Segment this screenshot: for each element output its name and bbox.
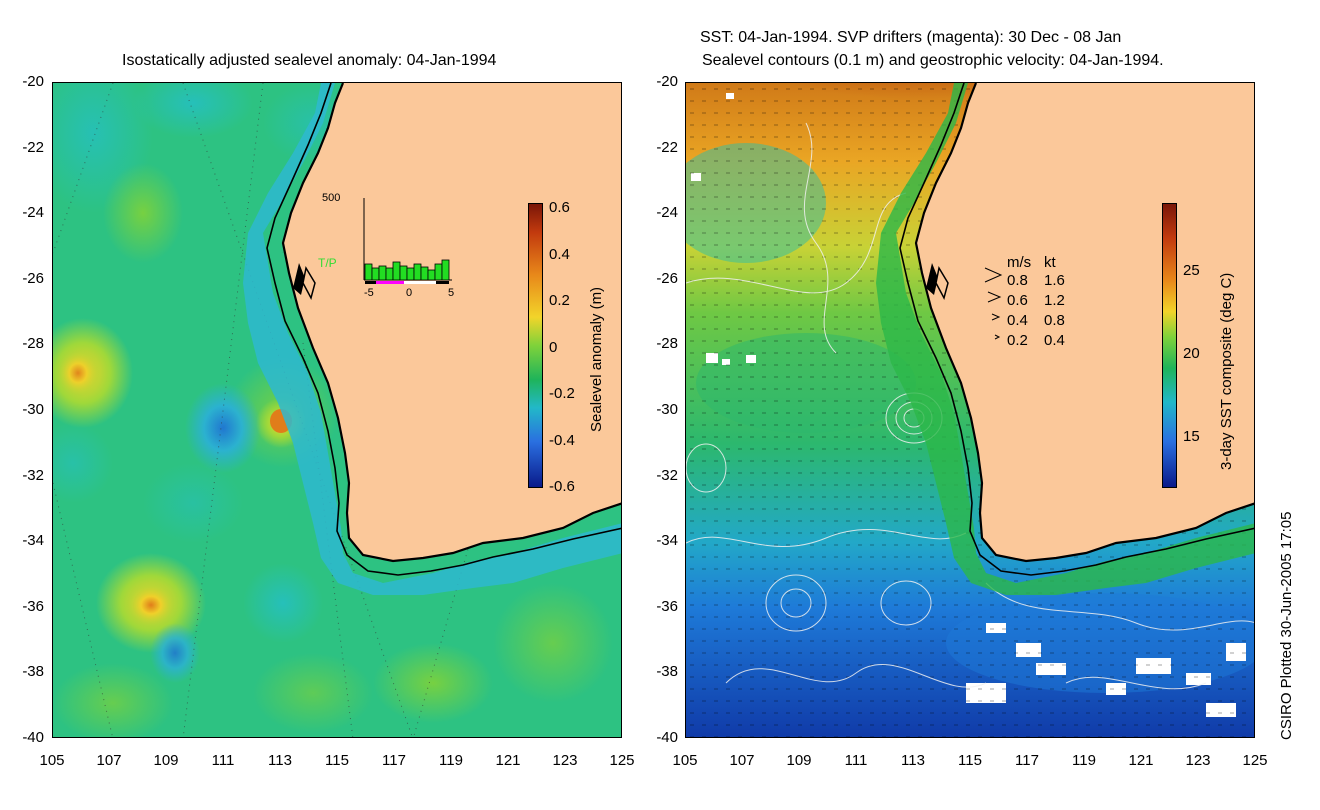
right-x-tick-8: 121 xyxy=(1128,752,1154,769)
right-x-tick-6: 117 xyxy=(1015,752,1039,769)
right-x-tick-1: 107 xyxy=(729,752,755,769)
velocity-legend-ms-0: 0.8 xyxy=(1007,272,1028,289)
left-x-tick-2: 109 xyxy=(153,752,179,769)
left-colorbar-label: Sealevel anomaly (m) xyxy=(588,286,605,432)
left-y-tick-0: -20 xyxy=(22,73,44,90)
right-cb-tick-1: 20 xyxy=(1183,345,1200,362)
histogram-xtick-min: -5 xyxy=(364,287,374,299)
left-x-tick-10: 125 xyxy=(609,752,635,769)
right-y-tick-5: -30 xyxy=(656,401,678,418)
velocity-legend-kt-0: 1.6 xyxy=(1044,272,1065,289)
left-x-tick-3: 111 xyxy=(211,752,235,769)
velocity-legend-ms-2: 0.4 xyxy=(1007,312,1028,329)
right-y-tick-9: -38 xyxy=(656,663,678,681)
right-x-tick-2: 109 xyxy=(786,752,812,769)
left-y-tick-1: -22 xyxy=(22,138,44,156)
left-y-tick-10: -40 xyxy=(22,729,44,746)
right-map-title-line2: Sealevel contours (0.1 m) and geostrophi… xyxy=(702,52,1164,69)
left-cb-tick-5: -0.4 xyxy=(549,431,575,449)
left-cb-tick-4: -0.2 xyxy=(549,385,575,402)
histogram-xtick-mid: 0 xyxy=(406,287,413,299)
right-x-tick-7: 119 xyxy=(1072,752,1096,769)
right-y-tick-4: -28 xyxy=(656,335,678,353)
right-x-tick-4: 113 xyxy=(901,752,925,769)
right-y-tick-8: -36 xyxy=(656,597,678,615)
left-x-tick-8: 121 xyxy=(495,752,521,769)
right-x-tick-10: 125 xyxy=(1242,752,1268,769)
left-cb-tick-1: 0.4 xyxy=(549,245,570,263)
right-y-tick-1: -22 xyxy=(656,138,678,156)
histogram-xtick-max: 5 xyxy=(448,287,455,299)
velocity-legend-ms-3: 0.2 xyxy=(1007,332,1028,349)
right-colorbar-label: 3-day SST composite (deg C) xyxy=(1218,272,1235,470)
left-y-tick-8: -36 xyxy=(22,597,44,615)
right-cb-tick-2: 15 xyxy=(1183,428,1200,445)
velocity-legend-arrows xyxy=(984,267,1003,340)
left-x-tick-0: 105 xyxy=(39,752,65,769)
left-colorbar xyxy=(528,203,543,488)
histogram-ymax: 500 xyxy=(322,192,341,204)
left-cb-tick-2: 0.2 xyxy=(549,292,570,309)
histogram-graphic xyxy=(363,198,452,284)
velocity-legend-kt-2: 0.8 xyxy=(1044,312,1065,329)
left-y-tick-6: -32 xyxy=(22,466,44,484)
right-y-tick-10: -40 xyxy=(656,729,678,746)
left-x-tick-4: 113 xyxy=(268,752,292,769)
right-map-graphic xyxy=(686,83,1254,737)
left-y-tick-2: -24 xyxy=(22,204,44,222)
tp-histogram xyxy=(362,194,454,290)
left-cb-tick-3: 0 xyxy=(549,338,558,356)
left-cb-tick-6: -0.6 xyxy=(549,478,575,495)
left-cb-tick-0: 0.6 xyxy=(549,199,570,216)
right-y-tick-2: -24 xyxy=(656,204,678,222)
left-x-tick-5: 115 xyxy=(325,752,349,769)
left-y-tick-9: -38 xyxy=(22,663,44,681)
right-y-tick-3: -26 xyxy=(656,269,678,287)
right-y-tick-0: -20 xyxy=(656,73,678,90)
left-x-tick-7: 119 xyxy=(439,752,463,769)
left-x-tick-9: 123 xyxy=(552,752,578,769)
right-map-title-line1: SST: 04-Jan-1994. SVP drifters (magenta)… xyxy=(700,29,1122,46)
plot-credit: CSIRO Plotted 30-Jun-2005 17:05 xyxy=(1278,511,1295,740)
velocity-legend-header-ms: m/s xyxy=(1007,254,1032,271)
right-x-tick-3: 111 xyxy=(844,752,868,769)
right-x-tick-0: 105 xyxy=(672,752,698,769)
right-sst-map xyxy=(685,82,1255,738)
velocity-legend-ms-1: 0.6 xyxy=(1007,292,1028,309)
velocity-legend-kt-1: 1.2 xyxy=(1044,292,1065,309)
left-x-tick-6: 117 xyxy=(382,752,406,769)
right-y-tick-6: -32 xyxy=(656,466,678,484)
velocity-legend-header-kt: kt xyxy=(1044,254,1056,271)
left-map-title: Isostatically adjusted sealevel anomaly:… xyxy=(122,52,497,69)
right-x-tick-9: 123 xyxy=(1185,752,1211,769)
left-x-tick-1: 107 xyxy=(96,752,122,769)
histogram-series-label: T/P xyxy=(318,256,337,270)
right-y-tick-7: -34 xyxy=(656,532,678,550)
left-y-tick-7: -34 xyxy=(22,532,44,550)
left-y-tick-3: -26 xyxy=(22,269,44,287)
velocity-legend-kt-3: 0.4 xyxy=(1044,332,1065,349)
left-y-tick-4: -28 xyxy=(22,335,44,353)
right-colorbar xyxy=(1162,203,1177,488)
right-x-tick-5: 115 xyxy=(958,752,982,769)
left-y-tick-5: -30 xyxy=(22,401,44,418)
right-cb-tick-0: 25 xyxy=(1183,262,1200,279)
